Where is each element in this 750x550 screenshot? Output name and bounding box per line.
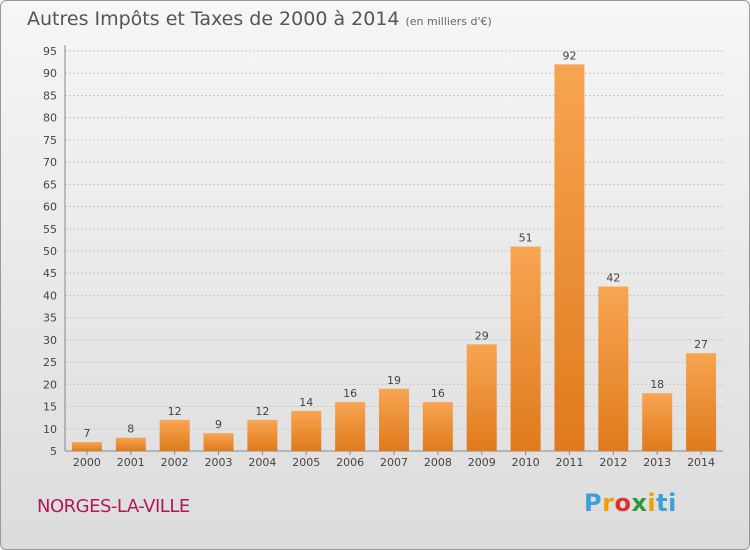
logo-letter: x [631,489,648,517]
chart-title: Autres Impôts et Taxes de 2000 à 2014 (en… [27,8,492,30]
logo-letter: P [584,489,603,517]
data-label: 12 [255,405,269,418]
x-tick-label: 2014 [687,456,715,469]
proxiti-logo: Proxiti [584,489,677,517]
bar [335,402,366,451]
data-label: 16 [431,387,445,400]
y-tick-label: 35 [43,312,57,325]
x-tick-label: 2000 [73,456,101,469]
bar [291,411,322,451]
data-label: 29 [475,329,489,342]
logo-letter: i [647,489,657,517]
chart-subtitle: (en milliers d'€) [405,15,492,28]
bar [159,419,190,451]
data-label: 19 [387,374,401,387]
bar [598,286,629,451]
y-tick-label: 20 [43,378,57,391]
x-tick-label: 2005 [292,456,320,469]
data-label: 12 [168,405,182,418]
bar [203,433,234,451]
bar [510,246,541,451]
y-tick-label: 85 [43,89,57,102]
y-tick-label: 10 [43,423,57,436]
data-label: 27 [694,338,708,351]
data-label: 16 [343,387,357,400]
bar [554,64,585,452]
y-tick-label: 60 [43,201,57,214]
data-label: 14 [299,396,313,409]
logo-letter: o [614,489,632,517]
data-label: 42 [606,272,620,285]
bar [642,393,673,451]
bar [247,419,278,451]
y-tick-label: 25 [43,356,57,369]
data-label: 18 [650,378,664,391]
y-tick-label: 65 [43,178,57,191]
bar [115,437,146,451]
x-tick-label: 2006 [336,456,364,469]
y-tick-label: 40 [43,289,57,302]
data-label: 8 [127,423,134,436]
y-tick-label: 70 [43,156,57,169]
y-tick-label: 45 [43,267,57,280]
logo-letter: ti [656,489,677,517]
y-tick-label: 55 [43,223,57,236]
x-tick-label: 2004 [248,456,276,469]
data-label: 92 [562,49,576,62]
y-tick-label: 95 [43,45,57,58]
x-tick-label: 2008 [424,456,452,469]
x-tick-label: 2002 [161,456,189,469]
data-label: 9 [215,418,222,431]
bar [686,353,717,451]
bar [71,442,102,451]
data-label: 7 [83,427,90,440]
y-tick-label: 80 [43,112,57,125]
y-tick-label: 15 [43,401,57,414]
x-tick-label: 2013 [643,456,671,469]
y-tick-label: 5 [50,445,57,458]
bar [466,344,497,451]
y-tick-label: 50 [43,245,57,258]
x-tick-label: 2001 [117,456,145,469]
y-tick-label: 30 [43,334,57,347]
data-label: 51 [519,232,533,245]
bar [379,388,409,451]
y-tick-label: 75 [43,134,57,147]
x-tick-label: 2009 [468,456,496,469]
x-tick-label: 2010 [512,456,540,469]
x-tick-label: 2012 [599,456,627,469]
logo-letter: r [602,489,615,517]
bar [422,402,453,451]
x-tick-label: 2007 [380,456,408,469]
x-tick-label: 2011 [555,456,583,469]
chart-title-text: Autres Impôts et Taxes de 2000 à 2014 [27,8,400,30]
x-tick-label: 2003 [205,456,233,469]
commune-name: NORGES-LA-VILLE [37,496,190,517]
y-tick-label: 90 [43,67,57,80]
